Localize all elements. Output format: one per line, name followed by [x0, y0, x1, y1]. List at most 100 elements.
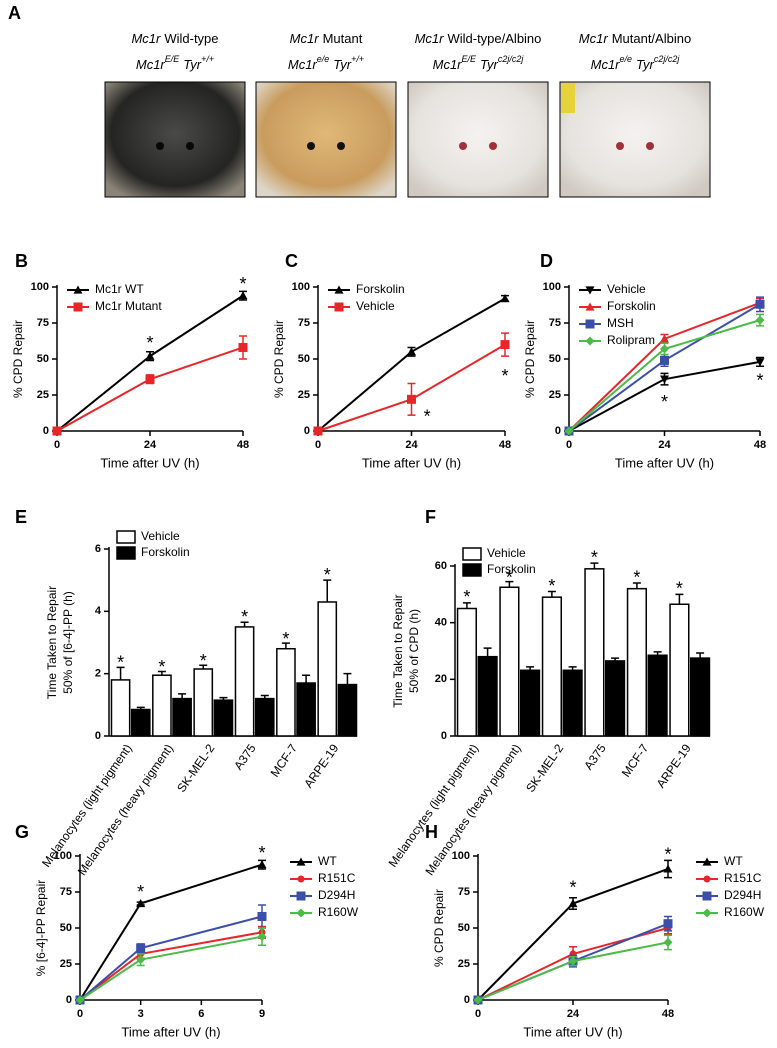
data-point	[564, 426, 574, 436]
bar	[477, 655, 498, 737]
y-axis-label: 50% of [6-4]-PP (h)	[61, 591, 75, 694]
y-tick-label: 0	[555, 425, 561, 437]
legend-label: Mc1r WT	[95, 282, 144, 296]
y-axis-label: % CPD Repair	[11, 320, 25, 398]
y-axis-label: % CPD Repair	[272, 320, 286, 398]
y-axis-label: 50% of CPD (h)	[407, 609, 421, 693]
legend-label: R160W	[724, 905, 765, 919]
y-tick-label: 0	[95, 730, 101, 742]
data-point	[660, 355, 669, 365]
genotype: Mc1rE/E Tyrc2j/c2j	[433, 54, 525, 72]
data-point	[238, 342, 248, 352]
eye	[337, 142, 345, 150]
caption: Mc1r Mutant	[290, 31, 363, 46]
error-bar	[483, 647, 492, 657]
bar	[456, 607, 477, 737]
error-bar	[462, 602, 471, 609]
legend-label: Forskolin	[141, 545, 190, 559]
legend-label: D294H	[724, 888, 761, 902]
error-bar	[240, 621, 249, 627]
data-point	[296, 891, 306, 901]
data-point	[585, 319, 595, 329]
error-bar	[116, 666, 125, 680]
x-tick-label: 0	[475, 1008, 481, 1020]
bar	[499, 586, 520, 737]
legend-label: Forskolin	[356, 282, 405, 296]
annotation: *	[282, 629, 289, 649]
eye	[307, 142, 315, 150]
y-tick-label: 50	[37, 353, 49, 365]
annotation: *	[569, 878, 576, 898]
x-axis-label: Time after UV (h)	[615, 455, 714, 470]
data-point	[702, 891, 712, 901]
photo	[559, 81, 711, 198]
x-tick-label: MCF-7	[268, 741, 301, 779]
photo	[255, 81, 397, 198]
bar	[152, 674, 172, 737]
photo	[104, 81, 246, 198]
error-bar	[136, 706, 145, 710]
y-tick-label: 50	[549, 353, 561, 365]
data-point	[755, 299, 765, 309]
data-point	[73, 285, 83, 294]
error-bar	[343, 672, 352, 685]
caption: Mc1r Wild-type	[131, 31, 218, 46]
annotation: *	[463, 587, 470, 607]
caption: Mc1r Wild-type/Albino	[415, 31, 542, 46]
error-bar	[590, 562, 599, 569]
error-bar	[323, 579, 332, 602]
x-tick-label: 48	[662, 1008, 674, 1020]
data-point	[703, 875, 711, 883]
y-tick-label: 75	[458, 886, 470, 898]
data-point	[238, 291, 248, 300]
data-point	[136, 899, 146, 908]
panel-label: G	[15, 822, 29, 842]
y-tick-label: 100	[452, 850, 470, 862]
x-tick-label: MCF-7	[619, 741, 652, 779]
y-tick-label: 25	[458, 958, 470, 970]
genotype: Mc1re/e Tyr+/+	[288, 54, 364, 72]
y-tick-label: 75	[37, 317, 49, 329]
eye	[489, 142, 497, 150]
y-axis-label: Time Taken to Repair	[45, 586, 59, 699]
legend-label: WT	[318, 854, 337, 868]
data-point	[585, 336, 595, 346]
bar	[541, 596, 562, 737]
data-point	[407, 347, 416, 356]
error-bar	[219, 696, 228, 701]
error-bar	[199, 664, 208, 669]
bar	[276, 647, 296, 737]
legend-label: D294H	[318, 888, 355, 902]
data-point	[136, 955, 146, 965]
data-point	[297, 875, 305, 883]
y-tick-label: 25	[37, 389, 49, 401]
eye	[186, 142, 194, 150]
bar	[690, 657, 711, 737]
panel-label: B	[15, 251, 28, 271]
error-bar	[675, 593, 684, 605]
y-tick-label: 0	[441, 730, 447, 742]
y-tick-label: 50	[298, 353, 310, 365]
x-tick-label: ARPE-19	[654, 741, 694, 790]
bar	[562, 669, 583, 737]
y-axis-label: % CPD Repair	[432, 889, 446, 967]
x-tick-label: 9	[259, 1008, 265, 1020]
bar	[584, 568, 605, 737]
genotype: Mc1re/e Tyrc2j/c2j	[591, 54, 681, 72]
annotation: *	[676, 579, 683, 599]
eye	[616, 142, 624, 150]
legend-label: R151C	[724, 871, 762, 885]
legend-label: Vehicle	[487, 546, 526, 560]
bar	[254, 697, 275, 737]
y-tick-label: 100	[54, 850, 72, 862]
legend-label: Vehicle	[607, 282, 646, 296]
data-point	[136, 943, 146, 953]
x-tick-label: A375	[231, 741, 259, 772]
panel-label: C	[285, 251, 298, 271]
bar	[520, 669, 541, 737]
y-tick-label: 25	[60, 958, 72, 970]
legend-label: Forskolin	[487, 562, 536, 576]
panel-label: D	[540, 251, 553, 271]
error-bar	[302, 674, 311, 684]
